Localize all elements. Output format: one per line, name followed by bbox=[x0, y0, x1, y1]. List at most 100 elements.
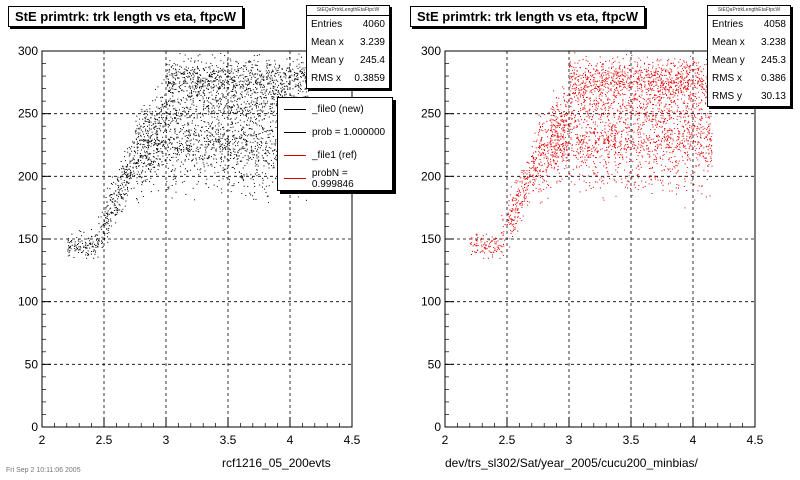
scatter-point bbox=[294, 79, 296, 81]
scatter-point bbox=[700, 113, 702, 115]
left-stats-mean-y: Mean y 245.4 bbox=[311, 55, 385, 66]
scatter-point bbox=[622, 158, 624, 160]
scatter-point bbox=[582, 150, 584, 152]
scatter-point bbox=[269, 77, 271, 79]
scatter-point bbox=[101, 242, 103, 244]
scatter-point bbox=[554, 153, 556, 155]
scatter-point bbox=[576, 137, 577, 139]
scatter-point bbox=[627, 83, 629, 85]
scatter-point bbox=[495, 241, 497, 243]
scatter-point bbox=[155, 126, 157, 128]
scatter-point bbox=[265, 90, 267, 92]
scatter-point bbox=[267, 75, 269, 77]
scatter-point bbox=[608, 102, 610, 104]
scatter-point bbox=[114, 207, 116, 209]
scatter-point bbox=[140, 139, 142, 141]
scatter-point bbox=[149, 111, 151, 113]
scatter-point bbox=[157, 165, 159, 166]
scatter-point bbox=[653, 81, 655, 83]
scatter-point bbox=[129, 154, 131, 156]
scatter-point bbox=[696, 77, 698, 79]
scatter-point bbox=[195, 159, 197, 161]
scatter-point bbox=[150, 136, 151, 138]
scatter-point bbox=[197, 77, 199, 79]
scatter-point bbox=[100, 226, 102, 228]
scatter-point bbox=[563, 111, 565, 112]
scatter-point bbox=[272, 92, 274, 94]
scatter-point bbox=[256, 172, 258, 174]
scatter-point bbox=[259, 82, 261, 84]
scatter-point bbox=[206, 162, 208, 164]
scatter-point bbox=[198, 141, 199, 143]
scatter-point bbox=[119, 169, 120, 171]
scatter-point bbox=[119, 204, 121, 206]
scatter-point bbox=[245, 139, 247, 141]
scatter-point bbox=[647, 102, 649, 104]
scatter-point bbox=[703, 68, 705, 70]
scatter-point bbox=[169, 90, 170, 92]
scatter-point bbox=[265, 152, 267, 154]
scatter-point bbox=[156, 96, 158, 98]
scatter-point bbox=[674, 58, 676, 60]
scatter-point bbox=[639, 69, 641, 71]
scatter-point bbox=[250, 90, 252, 92]
scatter-point bbox=[107, 241, 109, 243]
scatter-point bbox=[602, 101, 604, 103]
scatter-point bbox=[187, 76, 189, 78]
scatter-point bbox=[675, 74, 677, 76]
scatter-point bbox=[135, 152, 136, 154]
scatter-point bbox=[614, 146, 616, 148]
scatter-point bbox=[220, 188, 222, 190]
scatter-point bbox=[257, 160, 259, 162]
scatter-point bbox=[233, 76, 235, 77]
scatter-point bbox=[220, 128, 222, 130]
scatter-point bbox=[217, 133, 219, 135]
scatter-point bbox=[242, 111, 244, 113]
scatter-point bbox=[610, 127, 612, 129]
scatter-point bbox=[678, 86, 680, 88]
scatter-point bbox=[607, 139, 609, 141]
scatter-point bbox=[678, 130, 679, 132]
scatter-point bbox=[293, 75, 295, 77]
scatter-point bbox=[117, 176, 119, 178]
scatter-point bbox=[143, 139, 145, 141]
scatter-point bbox=[245, 87, 247, 89]
scatter-point bbox=[494, 241, 496, 243]
scatter-point bbox=[254, 162, 256, 164]
scatter-point bbox=[299, 88, 301, 89]
scatter-point bbox=[229, 70, 231, 72]
scatter-point bbox=[257, 142, 259, 144]
scatter-point bbox=[152, 161, 154, 163]
scatter-point bbox=[150, 117, 152, 119]
scatter-point bbox=[165, 152, 167, 154]
scatter-point bbox=[236, 137, 238, 139]
scatter-point bbox=[670, 129, 672, 131]
scatter-point bbox=[295, 84, 297, 86]
scatter-point bbox=[245, 113, 247, 115]
scatter-point bbox=[269, 133, 271, 135]
scatter-point bbox=[631, 67, 633, 69]
scatter-point bbox=[247, 100, 249, 102]
y-tick-label: 100 bbox=[421, 295, 441, 309]
scatter-point bbox=[629, 85, 631, 87]
scatter-point bbox=[114, 204, 116, 206]
scatter-point bbox=[676, 77, 678, 79]
scatter-point bbox=[616, 74, 618, 76]
scatter-point bbox=[150, 191, 152, 193]
scatter-point bbox=[578, 60, 580, 62]
scatter-point bbox=[163, 120, 165, 122]
scatter-point bbox=[153, 126, 155, 128]
scatter-point bbox=[171, 157, 173, 158]
scatter-point bbox=[642, 122, 644, 124]
scatter-point bbox=[147, 158, 149, 160]
scatter-point bbox=[221, 76, 222, 78]
scatter-point bbox=[185, 154, 187, 156]
scatter-point bbox=[83, 245, 85, 247]
scatter-point bbox=[174, 149, 176, 151]
scatter-point bbox=[275, 144, 276, 146]
scatter-point bbox=[264, 188, 266, 190]
scatter-point bbox=[123, 182, 125, 183]
scatter-point bbox=[190, 129, 192, 131]
scatter-point bbox=[582, 80, 584, 82]
scatter-point bbox=[633, 97, 635, 99]
